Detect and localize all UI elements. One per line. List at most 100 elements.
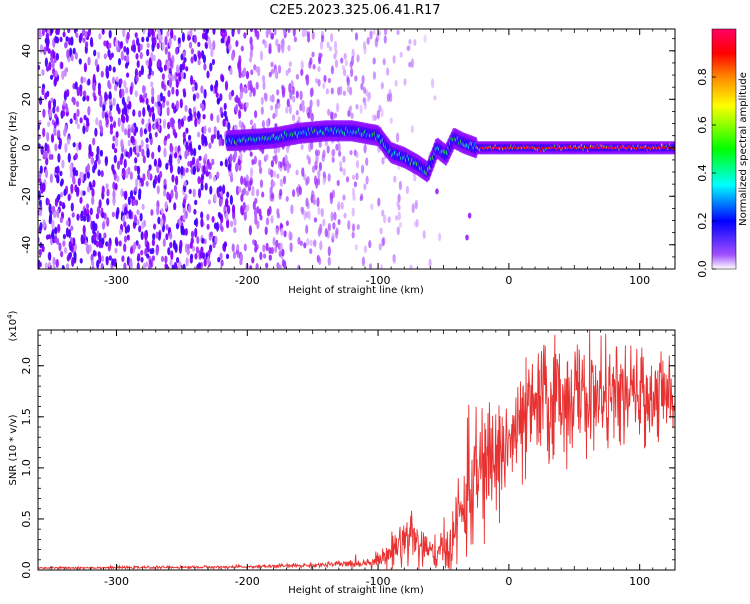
spectrogram-cell xyxy=(79,84,83,92)
spectrogram-cell xyxy=(111,211,115,218)
spectrogram-cell xyxy=(300,68,304,76)
spectrogram-cell xyxy=(384,29,388,36)
spectrogram-cell xyxy=(396,201,400,207)
spectrogram-cell xyxy=(317,227,321,237)
spectrogram-cell xyxy=(50,74,54,80)
spectrogram-cell xyxy=(198,162,202,169)
spectrogram-cell xyxy=(278,250,282,258)
spectrogram-cell xyxy=(351,231,355,239)
spectrogram-cell xyxy=(138,110,142,118)
spectrogram-cell xyxy=(196,110,201,120)
spectrogram-cell xyxy=(168,78,172,88)
spectrogram-cell xyxy=(199,102,203,109)
spectrogram-cell xyxy=(46,198,50,206)
spectrogram-cell xyxy=(396,226,400,236)
spectrogram-cell xyxy=(46,131,50,142)
spectrogram-cell xyxy=(105,256,109,262)
spectrogram-cell xyxy=(362,86,367,94)
spectrogram-cell xyxy=(111,142,115,150)
spectrogram-cell xyxy=(275,227,279,235)
spectrogram-cell xyxy=(182,60,186,71)
spectrogram-cell xyxy=(318,56,322,65)
spectrogram-cell xyxy=(433,95,437,101)
spectrogram-cell xyxy=(141,221,145,230)
spectrogram-cell xyxy=(297,236,301,245)
spectrogram-cell xyxy=(162,213,166,221)
spectrogram-cell xyxy=(62,31,66,38)
spectrogram-cell xyxy=(220,29,224,37)
spectrogram-cell xyxy=(38,209,43,217)
spectrogram-cell xyxy=(53,126,57,137)
spectrogram-cell xyxy=(173,34,177,41)
spectrogram-cell xyxy=(193,55,197,62)
spectrogram-cell xyxy=(328,45,333,52)
spectrogram-cell xyxy=(182,228,186,236)
spectrogram-cell xyxy=(122,29,126,38)
spectrogram-cell xyxy=(254,110,258,119)
spectrogram-cell xyxy=(268,71,272,78)
spectrogram-cell xyxy=(333,112,338,119)
spectrogram-cell xyxy=(90,151,94,157)
spectrogram-cell xyxy=(123,235,128,243)
spectrogram-cell xyxy=(279,161,283,169)
x-tick-label: 0 xyxy=(505,575,512,588)
spectrogram-cell xyxy=(215,221,220,232)
spectrogram-cell xyxy=(286,163,290,174)
spectrogram-cell xyxy=(135,53,139,60)
colorbar-label: Normalized spectral amplitude xyxy=(738,72,749,226)
spectrogram-cell xyxy=(141,203,145,211)
spectrogram-cell xyxy=(353,181,357,188)
spectrogram-cell xyxy=(188,41,193,49)
spectrogram-cell xyxy=(237,59,241,69)
spectrogram-cell xyxy=(566,146,569,149)
spectrogram-cell xyxy=(126,31,130,40)
colorbar-gradient xyxy=(711,28,737,270)
spectrogram-cell xyxy=(113,154,117,164)
spectrogram-cell xyxy=(108,255,112,261)
spectrogram-cell xyxy=(268,254,272,261)
spectrogram-cell xyxy=(48,261,52,268)
spectrogram-cell xyxy=(114,247,118,254)
spectrogram-cell xyxy=(65,227,69,238)
spectrogram-cell xyxy=(192,245,196,252)
spectrogram-cell xyxy=(410,125,414,134)
spectrogram-cell xyxy=(229,67,233,76)
spectrogram-cell xyxy=(270,193,275,200)
spectrogram-cell xyxy=(423,34,427,43)
spectrogram-cell xyxy=(333,40,338,51)
spectrogram-cell xyxy=(513,146,516,149)
spectrogram-cell xyxy=(152,233,156,241)
spectrogram-cell xyxy=(67,152,71,163)
spectrogram-cell xyxy=(73,112,77,121)
spectrogram-cell xyxy=(111,76,116,85)
spectrogram-cell xyxy=(251,159,256,165)
spectrogram-cell xyxy=(80,210,84,219)
spectrogram-cell xyxy=(626,146,629,149)
snr-panel: -300 -200 -100 0 100 0.0 0.5 1.0 1.5 2.0 Height … xyxy=(6,310,676,596)
spectrogram-cell xyxy=(126,54,130,63)
spectrogram-cell xyxy=(210,47,214,58)
spectrogram-cell xyxy=(124,128,128,136)
spectrogram-cell xyxy=(217,257,221,263)
spectrogram-cell xyxy=(123,80,127,89)
spectrogram-cell xyxy=(582,146,585,149)
spectrogram-cell xyxy=(264,226,268,236)
spectrogram-cell xyxy=(270,160,274,168)
spectrogram-cell xyxy=(73,166,77,176)
spectrogram-cell xyxy=(193,111,197,118)
spectrogram-cell xyxy=(180,215,184,222)
spectrogram-cell xyxy=(76,108,80,118)
spectrogram-cell xyxy=(109,123,114,131)
spectrogram-cell xyxy=(102,104,106,112)
spectrogram-cell xyxy=(270,105,274,111)
spectrogram-cell xyxy=(227,35,231,45)
spectrogram-cell xyxy=(145,97,149,106)
spectrogram-cell xyxy=(38,177,42,183)
spectrogram-cell xyxy=(500,146,503,149)
spectrogram-cell xyxy=(223,102,227,111)
spectrogram-cell xyxy=(138,225,142,233)
spectrogram-cell xyxy=(64,41,68,49)
spectrogram-cell xyxy=(240,175,244,185)
spectrogram-cell xyxy=(361,256,365,267)
spectrogram-cell xyxy=(82,96,86,102)
